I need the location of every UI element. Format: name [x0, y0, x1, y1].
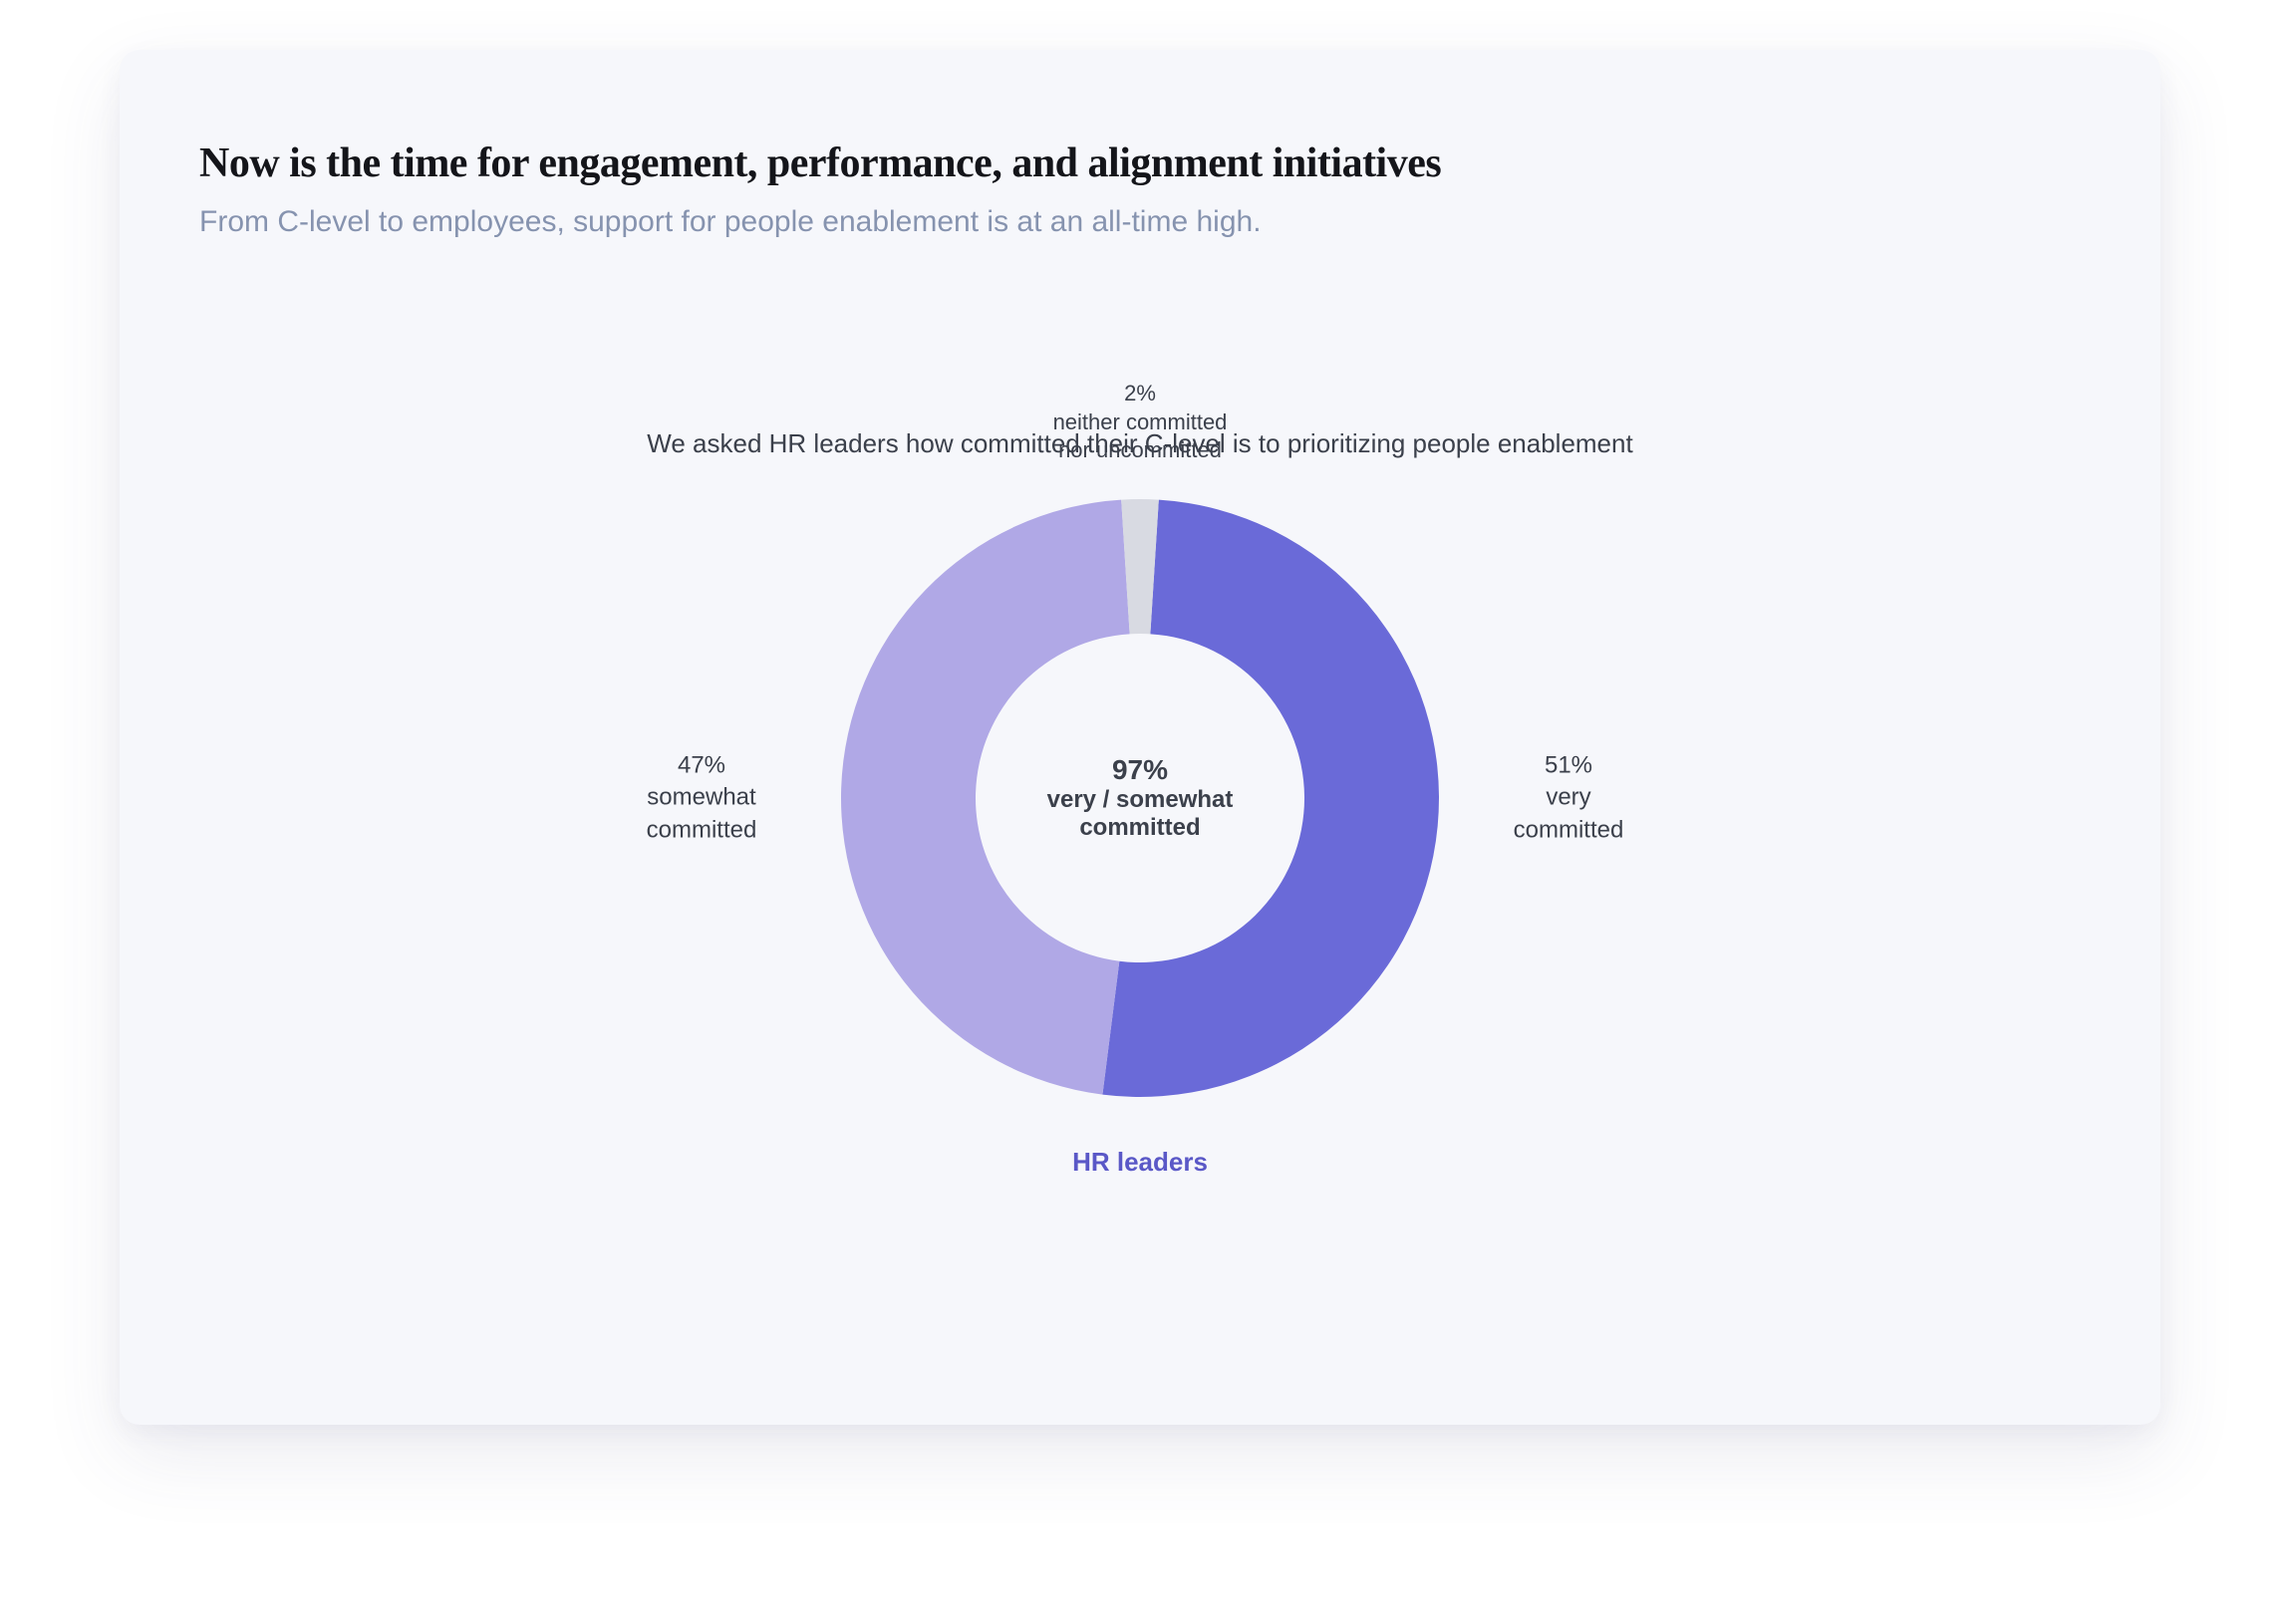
label-neither-pct: 2% — [971, 380, 1309, 408]
label-neither: 2% neither committed nor uncommitted — [971, 380, 1309, 465]
card-title: Now is the time for engagement, performa… — [199, 139, 2081, 187]
stage: Now is the time for engagement, performa… — [0, 0, 2280, 1624]
donut-chart: 97% very / somewhat committed 51% very c… — [831, 489, 1449, 1107]
chart-area: We asked HR leaders how committed their … — [542, 428, 1738, 1178]
label-somewhat-committed-line2: committed — [592, 814, 811, 846]
chart-footer-label: HR leaders — [542, 1147, 1738, 1178]
center-percent: 97% — [1047, 754, 1234, 786]
label-neither-line1: neither committed — [971, 408, 1309, 437]
label-very-committed-line2: committed — [1469, 814, 1668, 846]
label-very-committed: 51% very committed — [1469, 749, 1668, 846]
center-text-line-1: very / somewhat — [1047, 786, 1234, 814]
label-very-committed-line1: very — [1469, 782, 1668, 814]
label-neither-line2: nor uncommitted — [971, 436, 1309, 465]
center-text-line-2: committed — [1047, 814, 1234, 842]
card-subtitle: From C-level to employees, support for p… — [199, 205, 2081, 239]
label-somewhat-committed-line1: somewhat — [592, 782, 811, 814]
label-somewhat-committed: 47% somewhat committed — [592, 749, 811, 846]
infographic-card: Now is the time for engagement, performa… — [120, 50, 2160, 1425]
donut-center-label: 97% very / somewhat committed — [1047, 754, 1234, 842]
label-very-committed-pct: 51% — [1469, 749, 1668, 781]
label-somewhat-committed-pct: 47% — [592, 749, 811, 781]
